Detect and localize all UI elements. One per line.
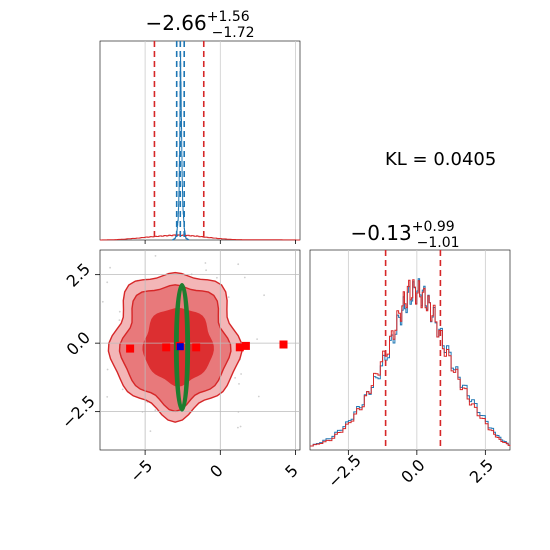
joint-red-marker — [192, 343, 201, 352]
hist-y-quantile-lines — [384, 250, 442, 450]
hist-x-grid — [144, 41, 296, 240]
hist-x-red-series — [100, 234, 300, 241]
hist-x-title-sub: −1.72 — [212, 25, 255, 41]
joint-scatter-point — [234, 377, 237, 379]
joint-scatter-point — [216, 276, 218, 279]
joint-blue-marker — [176, 343, 184, 351]
joint-scatter-point — [315, 329, 317, 331]
hist-y-tick-label: −2.5 — [324, 451, 365, 492]
hist-y-title-sub: −1.01 — [417, 235, 460, 251]
hist-y-tick-label: 0.0 — [397, 455, 428, 486]
joint-red-marker — [279, 340, 288, 349]
joint-scatter-point — [240, 373, 243, 375]
joint-scatter-point — [121, 388, 124, 391]
joint-green-ellipse — [173, 282, 191, 412]
hist-y-panel: −2.5 0.0 2.5 −0.13+0.99 −1.01 — [309, 219, 511, 492]
joint-red-marker — [235, 343, 244, 352]
joint-scatter-point — [257, 395, 260, 398]
hist-x-quantile-lines — [153, 41, 205, 240]
joint-scatter-point — [204, 262, 207, 264]
joint-scatter-point — [238, 383, 240, 385]
joint-scatter-point — [101, 300, 104, 303]
hist-x-ticks — [144, 240, 296, 244]
joint-scatter-point — [205, 269, 208, 272]
hist-x-title-sup: +1.56 — [207, 9, 250, 25]
joint-scatter-point — [239, 425, 242, 428]
joint-y-tick-label: 0.0 — [63, 328, 94, 359]
joint-scatter-point — [237, 263, 240, 266]
hist-x-title: −2.66+1.56 −1.72 — [145, 9, 254, 41]
joint-scatter-point — [149, 430, 152, 432]
joint-scatter-point — [155, 224, 157, 226]
joint-scatter-point — [106, 281, 109, 284]
joint-scatter-point — [106, 368, 109, 371]
joint-scatter-point — [263, 294, 265, 297]
joint-scatter-point — [256, 338, 258, 340]
joint-x-tick-label: 0 — [206, 461, 227, 482]
hist-y-series — [310, 278, 511, 447]
joint-grid — [100, 250, 300, 450]
joint-scatter-point — [92, 367, 94, 369]
hist-y-frame — [309, 249, 511, 451]
joint-red-marker — [241, 341, 250, 350]
hist-x-frame — [99, 40, 301, 241]
joint-scatter-point — [227, 296, 230, 298]
hist-x-panel: −2.66+1.56 −1.72 — [99, 9, 301, 244]
joint-scatter-point — [243, 276, 246, 279]
hist-y-title: −0.13+0.99 −1.01 — [350, 219, 459, 251]
hist-y-ticks: −2.5 0.0 2.5 — [324, 450, 497, 492]
hist-y-blue-series — [310, 278, 511, 447]
hist-y-red-series — [310, 279, 511, 447]
joint-x-tick-label: 5 — [281, 461, 302, 482]
joint-panel: −5 0 5 2.5 0.0 −2.5 — [58, 224, 317, 486]
joint-y-tick-label: −2.5 — [58, 392, 99, 433]
joint-red-marker — [162, 343, 171, 352]
joint-scatter-point — [106, 396, 109, 398]
hist-x-series — [100, 53, 300, 241]
joint-scatter-point — [77, 467, 79, 469]
hist-y-title-main: −0.13 — [350, 221, 411, 245]
joint-scatter-point — [154, 409, 157, 412]
joint-x-tick-label: −5 — [126, 456, 156, 486]
joint-x-ticks: −5 0 5 — [126, 450, 302, 486]
joint-scatter-point — [237, 426, 239, 429]
hist-x-title-main: −2.66 — [145, 11, 206, 35]
hist-y-tick-label: 2.5 — [466, 455, 497, 486]
kl-annotation: KL = 0.0405 — [385, 149, 496, 170]
joint-y-ticks: 2.5 0.0 −2.5 — [58, 259, 100, 432]
joint-scatter-point — [109, 266, 111, 269]
hist-y-title-sup: +0.99 — [412, 219, 455, 235]
joint-y-tick-label: 2.5 — [63, 259, 94, 290]
joint-scatter-point — [154, 255, 157, 257]
joint-markers — [126, 340, 288, 353]
joint-scatter-point — [118, 319, 121, 321]
joint-scatter-point — [93, 329, 95, 331]
joint-red-marker — [126, 344, 135, 353]
joint-scatter-point — [118, 310, 121, 313]
hist-y-grid — [347, 250, 486, 450]
